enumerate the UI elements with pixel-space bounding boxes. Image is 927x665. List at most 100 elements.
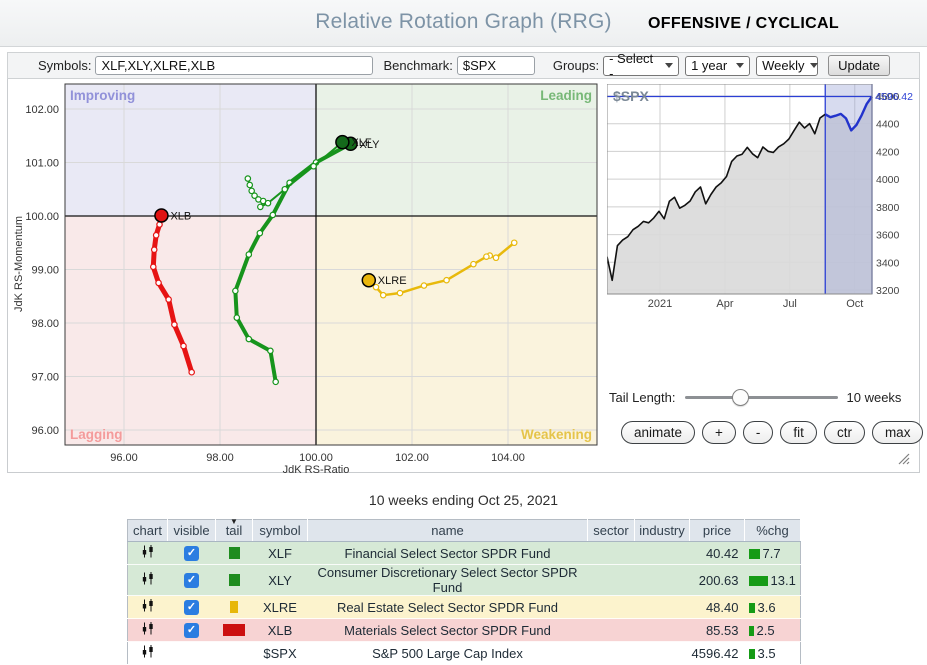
tail-length-slider[interactable] [684,388,838,407]
chart-cell[interactable] [127,564,168,596]
chart-link-icon[interactable] [141,545,155,558]
symbol-marker-XLB[interactable] [154,208,169,223]
symbol-marker-label: XLRE [378,275,407,287]
industry-cell [634,541,690,565]
chart-cell[interactable] [127,641,168,665]
tail-point [233,314,241,321]
y-tick-label: 3400 [876,257,900,269]
tail-color-swatch [230,601,238,613]
slider-track[interactable] [684,395,838,399]
price-cell: 85.53 [689,618,745,642]
plot-border [64,83,598,446]
column-header-tail[interactable]: ▼ tail [215,518,253,542]
name-cell: Real Estate Select Sector SPDR Fund [307,595,588,619]
slider-handle[interactable] [731,388,749,406]
page-title: Relative Rotation Graph (RRG) [315,10,612,33]
chart-cell[interactable] [127,618,168,642]
pct-chg-cell: 13.1 [744,564,801,596]
tail-point [149,263,157,271]
center-button[interactable]: ctr [823,421,865,444]
y-tick-label: 4600 [876,91,900,103]
table-row-SPX: $SPX S&P 500 Large Cap Index 4596.42 3.5 [127,641,801,665]
x-tick-label: 96.00 [110,452,138,464]
price-cell: 40.42 [689,541,745,565]
visible-checkbox[interactable]: ✓ [184,622,199,638]
x-tick-label: Apr [716,298,733,310]
visible-cell[interactable]: ✓ [167,595,216,619]
price-cell: 48.40 [689,595,745,619]
symbol-table: chart visible ▼ tail symbol name sector industr… [127,518,801,665]
symbol-cell: $SPX [252,641,308,665]
chevron-down-icon [736,63,745,68]
resize-grip[interactable] [895,450,911,466]
pct-chg-bar [748,626,754,637]
tail-cell [215,595,253,619]
maximize-button[interactable]: max [871,421,924,444]
column-header-pctchg[interactable]: %chg [744,519,801,542]
pct-chg-cell: 2.5 [744,618,801,642]
price-cell: 200.63 [689,564,745,596]
sector-cell [587,564,635,596]
update-button[interactable]: Update [828,55,891,76]
y-axis-title: JdK RS-Momentum [13,216,25,312]
visible-cell[interactable]: ✓ [167,541,216,565]
column-header-symbol[interactable]: symbol [252,519,308,542]
sector-cell [587,641,635,665]
period-select[interactable]: 1 year [685,55,751,76]
symbol-marker-XLRE[interactable] [361,272,377,288]
symbol-marker-label: XLF [351,137,371,149]
tail-length-control: Tail Length: 10 weeks [609,387,917,407]
column-header-industry[interactable]: industry [634,519,690,542]
header-subtitle: OFFENSIVE / CYCLICAL [648,15,839,32]
symbol-marker-label: XLB [170,210,191,222]
tail-cell [215,564,253,596]
y-tick-label: 102.00 [25,104,59,116]
price-line-highlighted [824,95,873,132]
zoom-out-button[interactable]: - [742,421,774,444]
visible-cell[interactable]: ✓ [167,618,216,642]
tail-point [443,276,450,284]
column-header-visible[interactable]: visible [167,519,216,542]
visible-checkbox[interactable]: ✓ [184,572,199,588]
chart-cell[interactable] [127,595,168,619]
fit-button[interactable]: fit [780,421,817,444]
pct-chg-bar [748,649,755,660]
column-header-chart[interactable]: chart [127,519,168,542]
frequency-select[interactable]: Weekly [756,55,819,76]
chevron-down-icon [810,63,819,68]
groups-select[interactable]: - Select - [603,51,680,81]
chart-link-icon[interactable] [141,622,155,635]
price-line [607,113,826,282]
chart-cell[interactable] [127,541,168,565]
tail-point [379,291,387,299]
x-axis-title: JdK RS-Ratio [283,464,350,475]
symbols-input[interactable] [95,56,374,75]
visible-checkbox[interactable]: ✓ [184,545,199,561]
column-header-name[interactable]: name [307,519,588,542]
benchmark-input[interactable] [456,56,535,75]
column-header-price[interactable]: price [689,519,745,542]
pct-chg-cell: 3.6 [744,595,801,619]
table-header-row: chart visible ▼ tail symbol name sector industr… [127,518,801,542]
zoom-in-button[interactable]: + [702,421,736,444]
pct-chg-cell: 3.5 [744,641,801,665]
highlight-band [825,84,872,294]
controls-bar: Symbols: Benchmark: Groups: - Select - 1… [7,51,920,81]
chart-link-icon[interactable] [141,645,155,658]
symbol-cell: XLRE [252,595,308,619]
groups-select-value: - Select - [609,50,654,81]
symbol-marker-XLF[interactable] [335,134,350,150]
visible-cell[interactable]: ✓ [167,564,216,596]
visible-checkbox[interactable]: ✓ [184,599,199,615]
animate-button[interactable]: animate [621,421,696,444]
table-row-XLY: ✓ XLY Consumer Discretionary Select Sector… [127,564,801,596]
rrg-plot[interactable]: Improving Leading Lagging Weakening 96.00 97.… [10,79,610,475]
chart-link-icon[interactable] [141,599,155,612]
column-header-sector[interactable]: sector [587,519,635,542]
rrg-toolbar: animate + - fit ctr max [621,421,924,444]
y-tick-label: 3600 [876,230,900,242]
tail-cell [215,641,253,665]
chart-link-icon[interactable] [141,572,155,585]
chart-caption: 10 weeks ending Oct 25, 2021 [368,492,559,508]
